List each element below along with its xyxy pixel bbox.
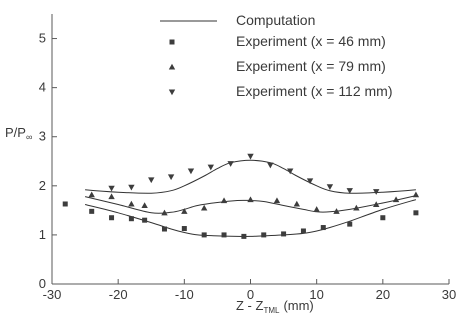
data-point — [128, 216, 134, 222]
axis-ticks: -30 -20 -10 0 10 20 30 0 1 2 3 4 5 — [39, 31, 456, 302]
data-point — [128, 184, 135, 191]
axes — [51, 14, 449, 285]
legend-experiment-items: Experiment (x = 46 mm) Experiment (x = 79… — [168, 33, 393, 99]
data-point — [353, 204, 360, 211]
computation-curve-3 — [85, 159, 416, 194]
data-point — [241, 233, 247, 239]
data-point — [247, 196, 254, 203]
data-point — [313, 206, 320, 212]
data-point — [62, 201, 68, 207]
data-point — [347, 221, 353, 227]
data-point — [220, 197, 228, 204]
x-axis-label: Z - ZTML (mm) — [236, 298, 314, 315]
y-axis-label: P/P∞ — [5, 125, 32, 142]
data-point — [326, 184, 334, 190]
data-point — [141, 202, 148, 209]
y-tick-label: 1 — [39, 227, 46, 242]
legend-marker-2 — [168, 63, 176, 70]
legend-label-3: Experiment (x = 112 mm) — [236, 83, 393, 99]
legend-label-computation: Computation — [236, 12, 315, 28]
x-tick-label: 30 — [442, 287, 456, 302]
data-point — [273, 197, 281, 204]
data-point — [281, 231, 287, 237]
data-point — [142, 217, 148, 223]
data-point — [306, 178, 314, 185]
legend: Computation Experiment (x = 46 mm)Experi… — [160, 12, 393, 99]
data-point — [187, 168, 195, 175]
y-tick-label: 2 — [39, 178, 46, 193]
experiment-series-2 — [88, 191, 420, 216]
data-point — [181, 208, 188, 214]
data-point — [380, 215, 386, 221]
data-point — [167, 174, 175, 181]
x-tick-label: -30 — [43, 287, 62, 302]
data-point — [89, 208, 95, 214]
x-tick-label: 0 — [247, 287, 254, 302]
data-point — [287, 168, 294, 175]
x-axis-label-subscript: TML — [263, 306, 280, 315]
x-axis-label-unit: (mm) — [283, 298, 313, 313]
data-point — [373, 189, 380, 195]
data-point — [108, 185, 115, 192]
data-point — [201, 232, 207, 238]
data-point — [109, 215, 115, 221]
data-point — [320, 225, 326, 231]
data-point — [148, 177, 155, 184]
data-point — [293, 200, 301, 207]
legend-label-2: Experiment (x = 79 mm) — [236, 58, 386, 74]
y-axis-label-subscript: ∞ — [26, 132, 32, 142]
experiment-markers — [62, 153, 420, 239]
data-point — [227, 161, 234, 167]
y-tick-label: 4 — [39, 80, 46, 95]
data-point — [207, 164, 214, 171]
legend-marker-1 — [169, 39, 175, 45]
data-point — [221, 232, 227, 238]
y-tick-label: 0 — [39, 276, 46, 291]
data-point — [88, 191, 95, 198]
data-point — [161, 209, 168, 216]
data-point — [300, 228, 306, 234]
x-tick-label: -10 — [175, 287, 194, 302]
data-point — [261, 232, 267, 238]
data-point — [161, 226, 167, 232]
y-tick-label: 3 — [39, 129, 46, 144]
x-tick-label: -20 — [109, 287, 128, 302]
y-tick-label: 5 — [39, 31, 46, 46]
data-point — [108, 193, 115, 200]
data-point — [413, 210, 419, 216]
experiment-series-3 — [108, 153, 380, 195]
x-tick-label: 20 — [376, 287, 390, 302]
x-tick-label: 10 — [309, 287, 323, 302]
data-point — [267, 162, 274, 169]
data-point — [346, 188, 353, 194]
data-point — [128, 200, 135, 207]
data-point — [200, 204, 208, 211]
data-point — [181, 226, 187, 232]
data-point — [392, 196, 400, 203]
legend-label-1: Experiment (x = 46 mm) — [236, 33, 386, 49]
data-point — [412, 191, 420, 198]
legend-marker-3 — [168, 89, 176, 96]
data-point — [247, 153, 254, 160]
experiment-series-1 — [62, 201, 419, 239]
computation-curve-1 — [84, 199, 417, 237]
data-point — [333, 208, 340, 214]
data-point — [373, 201, 380, 208]
